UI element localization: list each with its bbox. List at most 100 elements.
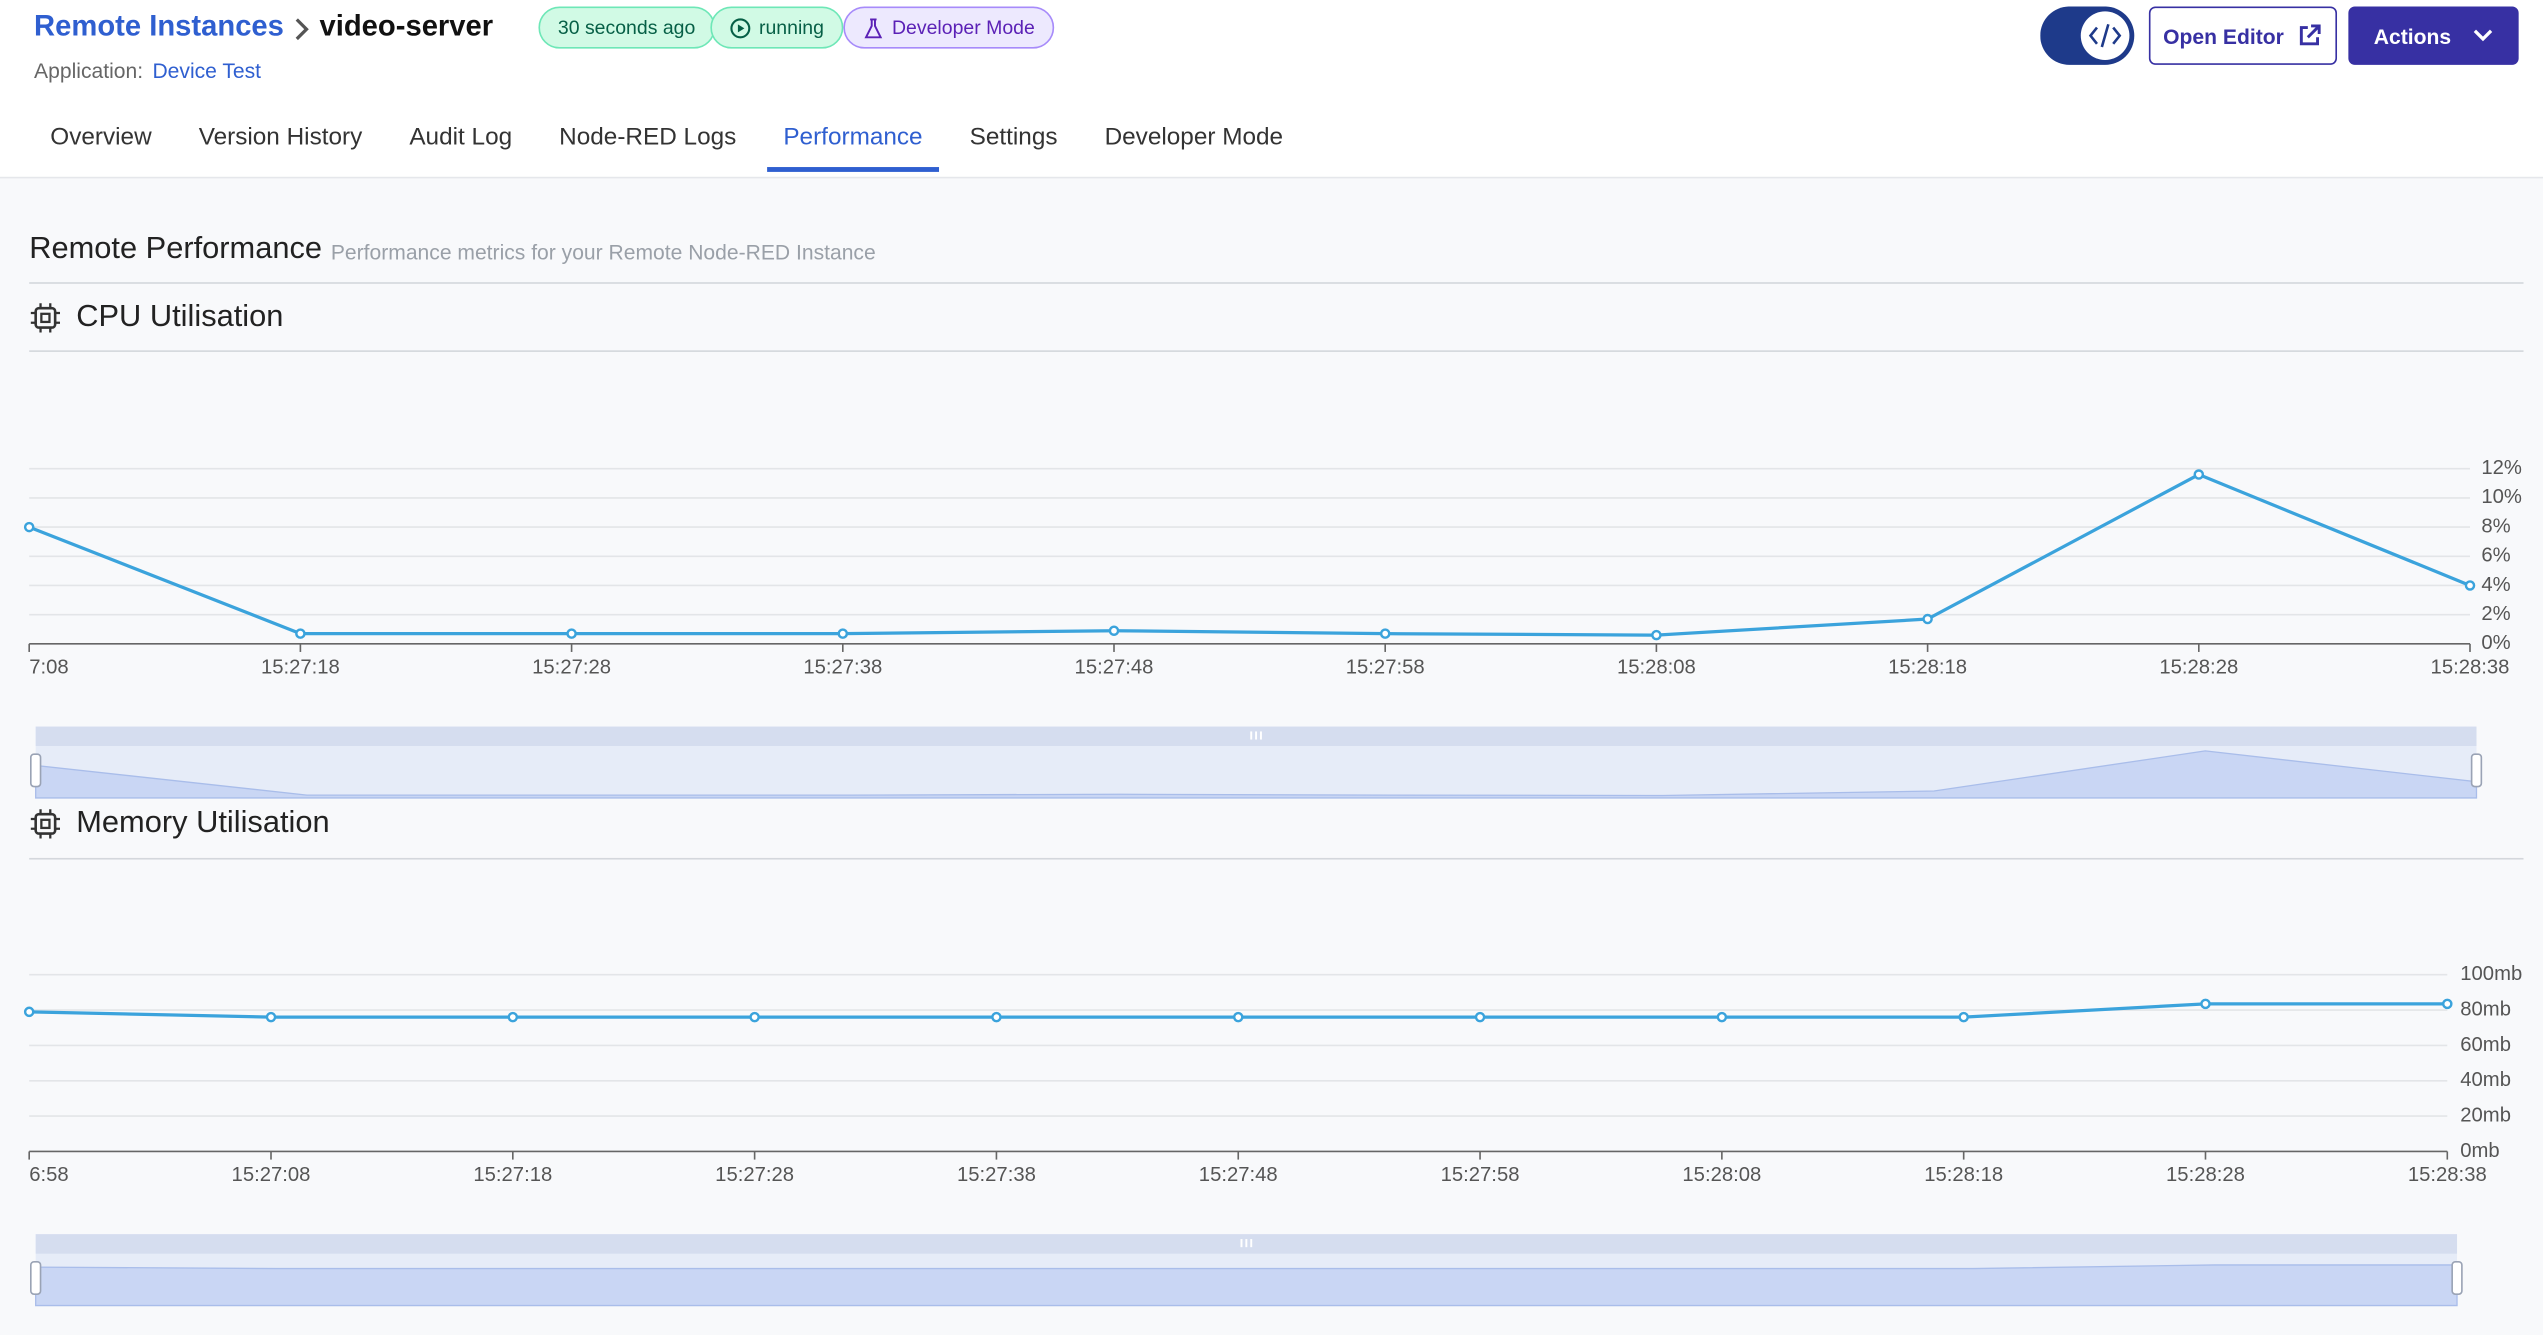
y-tick-label: 0mb — [2460, 1140, 2499, 1162]
tab[interactable]: Audit Log — [409, 123, 513, 151]
breadcrumb-link[interactable]: Remote Instances — [34, 9, 284, 43]
chart: 0% 2% 4% 6% 8% 10% 12% 7:08 15:27:18 15:27:28 15:2… — [23, 457, 2522, 799]
point — [1958, 1011, 1969, 1023]
tab-bar: Overview Version History Audit Log Node-RED… — [34, 117, 1314, 172]
actions-button[interactable]: Actions — [2348, 6, 2519, 65]
slider-handle[interactable] — [30, 1260, 42, 1296]
tab[interactable]: Node-RED Logs — [559, 123, 737, 151]
point — [1232, 1011, 1244, 1023]
point — [23, 521, 35, 533]
badge-text: Developer Mode — [891, 16, 1035, 39]
y-tick-label: 40mb — [2460, 1069, 2511, 1091]
point — [2442, 998, 2453, 1010]
slider-handle[interactable] — [30, 753, 42, 788]
x-tick-label: 15:28:18 — [1924, 1164, 2003, 1186]
header: Remote Instances video-server 30 seconds… — [0, 0, 2543, 179]
point — [1474, 1011, 1486, 1023]
x-tick-label: 15:27:18 — [261, 657, 340, 679]
point — [1922, 613, 1933, 625]
section-subtitle: Performance metrics for your Remote Node… — [330, 240, 876, 265]
icon — [2300, 24, 2321, 46]
point — [2200, 998, 2211, 1010]
x-tick-label: 15:28:18 — [1888, 657, 1967, 679]
chart: 0mb 20mb 40mb 60mb 80mb 100mb 6:58 15:27:08 15:2… — [23, 963, 2522, 1307]
divider — [29, 282, 2524, 284]
chip-icon — [30, 809, 61, 839]
y-tick-label: 6% — [2481, 545, 2510, 567]
badge: 30 seconds ago — [538, 6, 715, 49]
point — [749, 1011, 760, 1023]
point — [991, 1011, 1002, 1023]
line — [28, 472, 2471, 637]
y-tick-label: 0% — [2481, 632, 2510, 654]
open-editor-button[interactable]: Open Editor — [2148, 6, 2338, 65]
y-tick-label: 12% — [2481, 457, 2522, 479]
point — [566, 628, 577, 639]
point — [1108, 625, 1120, 636]
y-tick-label: 4% — [2481, 574, 2510, 596]
x-tick-label: 15:28:38 — [2431, 657, 2510, 679]
x-tick-label: 15:27:48 — [1075, 657, 1154, 679]
x-tick-label: 15:27:48 — [1199, 1164, 1278, 1186]
slider-handle[interactable] — [2470, 753, 2483, 788]
divider — [29, 350, 2524, 352]
badge: running — [710, 6, 844, 49]
x-tick-label: 15:28:38 — [2408, 1164, 2487, 1186]
y-tick-label: 20mb — [2460, 1104, 2511, 1126]
point — [1716, 1011, 1728, 1023]
point — [507, 1011, 519, 1023]
section-title: Remote Performance — [29, 231, 323, 266]
tab[interactable]: Performance — [767, 117, 939, 172]
x-tick-label: 15:27:58 — [1441, 1164, 1520, 1186]
x-tick-label: 15:28:28 — [2159, 657, 2238, 679]
application-label: Application: — [34, 58, 144, 83]
y-tick-label: 10% — [2481, 486, 2522, 508]
point — [23, 1006, 35, 1018]
point — [837, 628, 849, 639]
point — [2193, 469, 2205, 480]
overview-area — [35, 1264, 2458, 1307]
icon — [2474, 29, 2493, 42]
chevron — [295, 18, 309, 41]
divider — [29, 857, 2524, 860]
tab[interactable]: Developer Mode — [1104, 123, 1284, 151]
badge: Developer Mode — [843, 6, 1055, 49]
chart-title: CPU Utilisation — [76, 300, 284, 335]
point — [295, 628, 306, 639]
x-tick-label: 15:27:58 — [1346, 657, 1425, 679]
chart-title: Memory Utilisation — [76, 806, 330, 841]
application-link[interactable]: Device Test — [152, 58, 262, 83]
x-tick-label: 6:58 — [29, 1164, 68, 1186]
point — [1651, 629, 1662, 641]
x-tick-label: 15:27:38 — [957, 1164, 1036, 1186]
button-label: Open Editor — [2163, 23, 2284, 48]
point — [2464, 580, 2476, 591]
button-label: Actions — [2373, 23, 2452, 48]
chip-icon — [30, 303, 61, 333]
x-tick-label: 15:27:08 — [232, 1164, 311, 1186]
instance-title: video-server — [319, 9, 494, 43]
x-tick-label: 15:28:28 — [2166, 1164, 2245, 1186]
x-tick-label: 15:27:38 — [803, 657, 882, 679]
x-tick-label: 15:28:08 — [1617, 657, 1696, 679]
x-tick-label: 15:27:28 — [715, 1164, 794, 1186]
tab[interactable]: Overview — [50, 123, 152, 151]
badge-text: 30 seconds ago — [557, 16, 696, 39]
y-tick-label: 60mb — [2460, 1034, 2511, 1056]
icon — [730, 17, 751, 38]
y-tick-label: 100mb — [2460, 963, 2522, 985]
x-tick-label: 7:08 — [29, 657, 68, 679]
x-tick-label: 15:28:08 — [1682, 1164, 1761, 1186]
icon — [864, 17, 883, 38]
toggle[interactable] — [2040, 6, 2137, 66]
y-tick-label: 8% — [2481, 515, 2510, 537]
point — [265, 1011, 277, 1023]
x-tick-label: 15:27:28 — [532, 657, 611, 679]
tab[interactable]: Settings — [969, 123, 1058, 151]
tab[interactable]: Version History — [198, 123, 363, 151]
x-tick-label: 15:27:18 — [473, 1164, 552, 1186]
slider-handle[interactable] — [2451, 1260, 2463, 1296]
point — [1379, 628, 1391, 639]
